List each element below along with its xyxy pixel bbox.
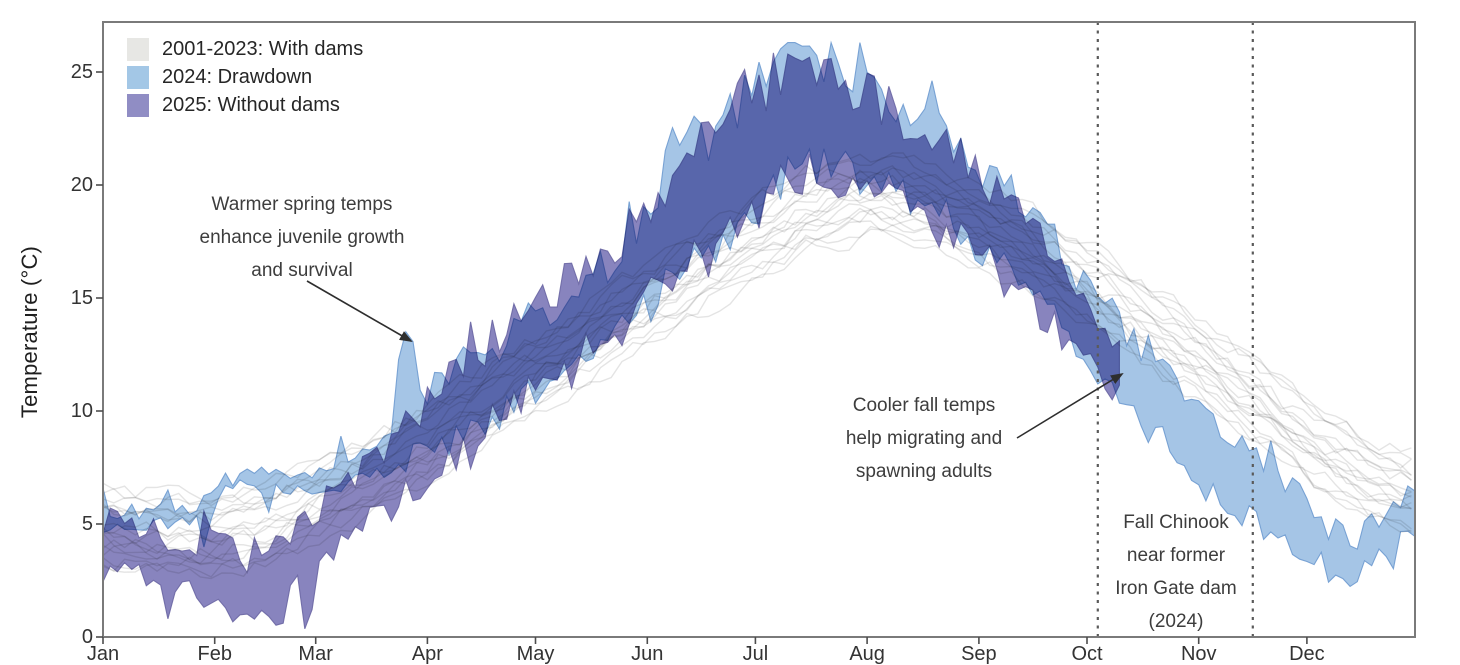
annotation-fall-chinook: Fall Chinook near former Iron Gate dam (… [1098, 506, 1254, 638]
annotation-line: Iron Gate dam [1115, 578, 1237, 599]
x-tick-label: Jul [742, 643, 769, 665]
legend-swatch-drawdown [127, 66, 149, 89]
annotation-line: enhance juvenile growth [199, 227, 405, 248]
annotation-line: Fall Chinook [1123, 512, 1229, 533]
annotation-spring-temps: Warmer spring temps enhance juvenile gro… [170, 188, 434, 287]
x-tick-label: Dec [1289, 643, 1325, 665]
x-tick-label: Sep [961, 643, 997, 665]
annotation-line: near former [1126, 545, 1226, 566]
annotation-line: Warmer spring temps [211, 194, 393, 215]
y-tick-label: 10 [70, 400, 93, 422]
y-axis-title: Temperature (°C) [17, 245, 42, 419]
y-tick-label: 5 [81, 513, 93, 535]
legend-item: 2001-2023: With dams [127, 38, 363, 61]
y-tick-label: 20 [70, 174, 93, 196]
annotation-fall-temps: Cooler fall temps help migrating and spa… [809, 389, 1039, 488]
legend-item: 2025: Without dams [127, 94, 363, 117]
x-tick-label: Jun [631, 643, 664, 665]
x-tick-label: Feb [197, 643, 232, 665]
legend-item-label: 2025: Without dams [162, 94, 340, 116]
x-tick-label: Oct [1071, 643, 1103, 665]
annotation-line: Cooler fall temps [852, 395, 996, 416]
y-tick-label: 15 [70, 287, 93, 309]
legend-swatch-without-dams [127, 94, 149, 117]
legend-item-label: 2024: Drawdown [162, 66, 313, 88]
x-tick-label: May [516, 643, 555, 665]
x-tick-label: Jan [86, 643, 120, 665]
annotation-line: and survival [251, 260, 353, 281]
annotation-line: help migrating and [845, 428, 1003, 449]
legend-item: 2024: Drawdown [127, 66, 363, 89]
x-tick-label: Mar [298, 643, 333, 665]
x-tick-label: Aug [849, 643, 885, 665]
y-tick-label: 0 [81, 626, 93, 648]
x-tick-label: Apr [411, 643, 443, 665]
x-tick-label: Nov [1180, 643, 1217, 665]
annotation-line: spawning adults [855, 461, 993, 482]
annotation-line: (2024) [1148, 611, 1204, 632]
legend: 2001-2023: With dams 2024: Drawdown 2025… [127, 38, 363, 122]
legend-item-label: 2001-2023: With dams [162, 38, 364, 60]
legend-swatch-with-dams [127, 38, 149, 61]
y-tick-label: 25 [70, 61, 93, 83]
